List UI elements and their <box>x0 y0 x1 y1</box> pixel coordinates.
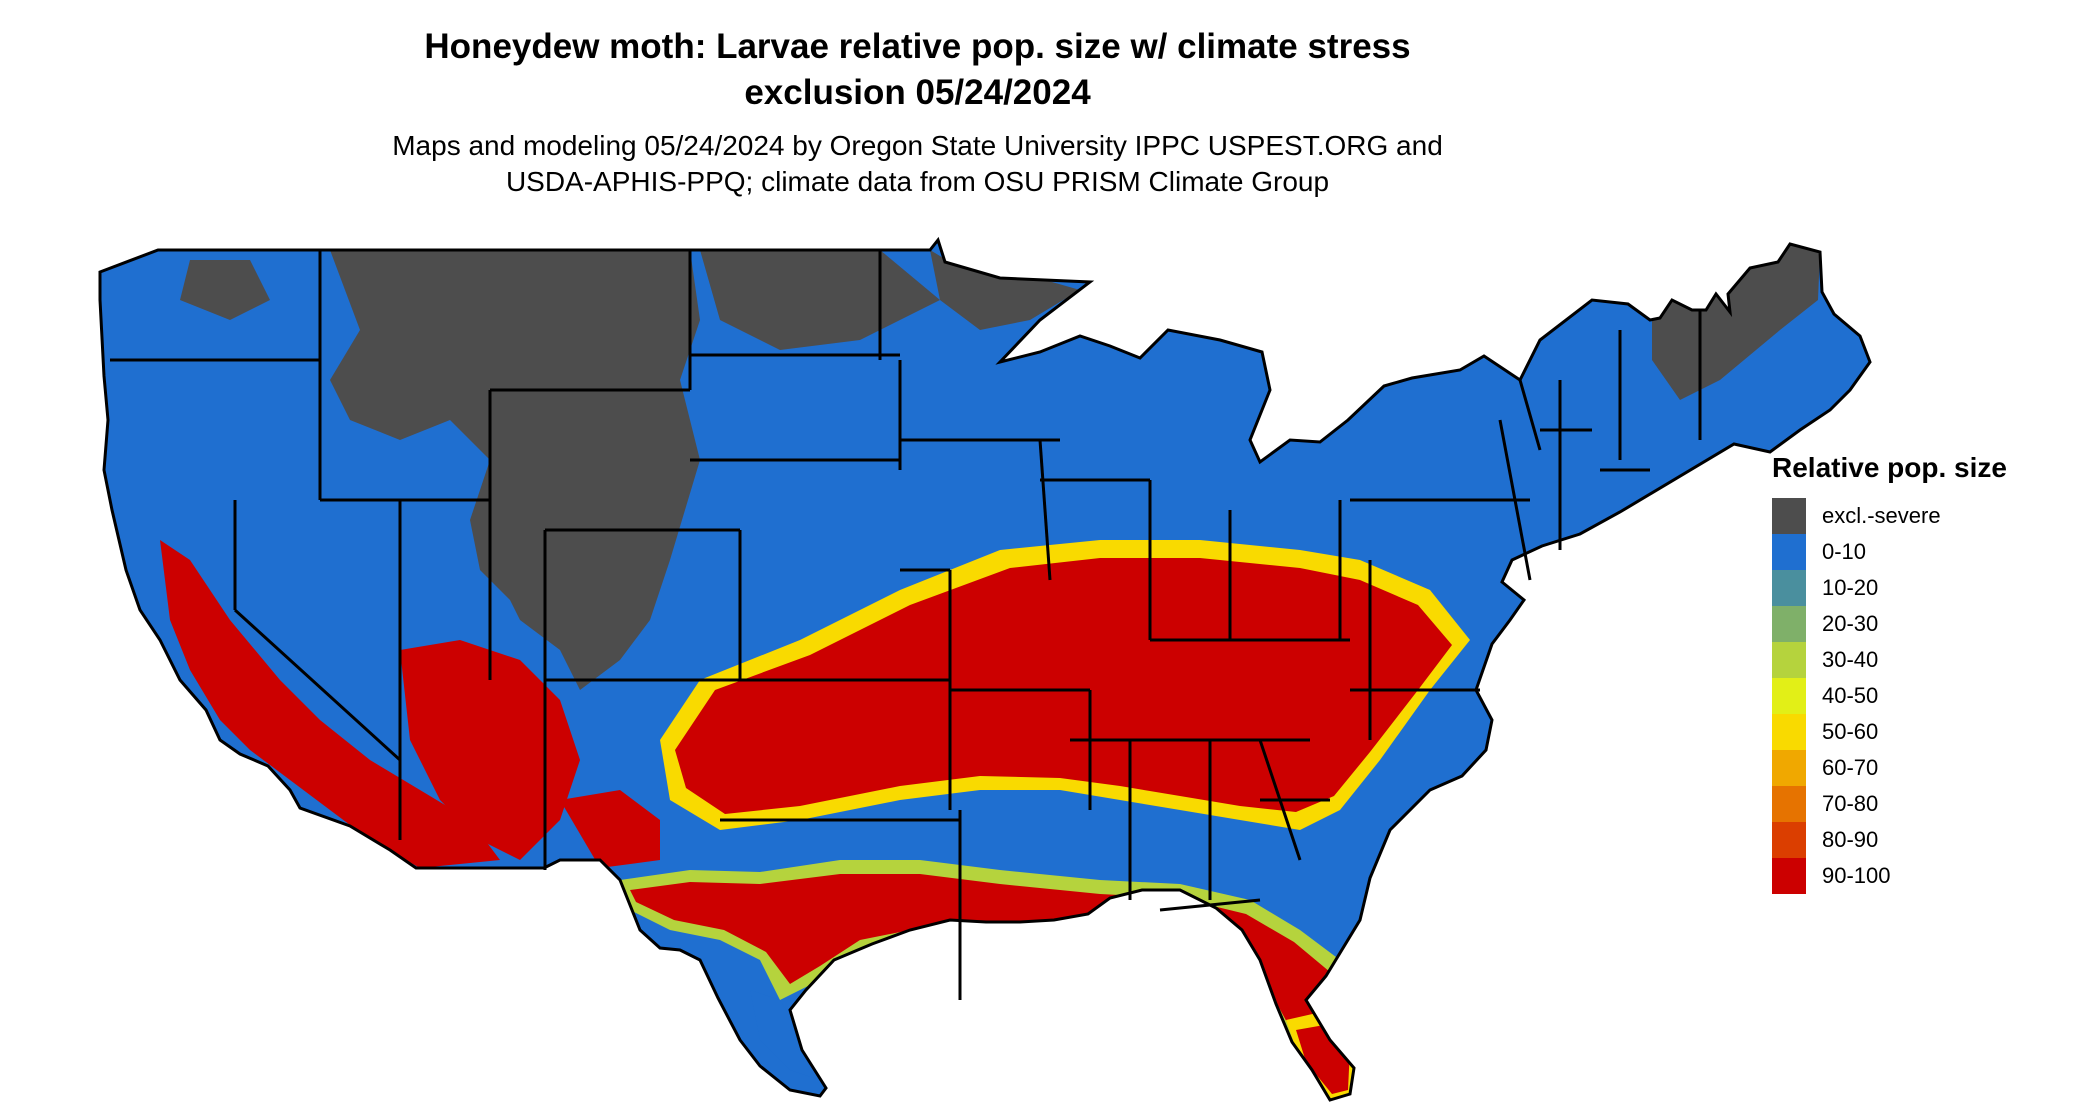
state-boundaries <box>98 238 1872 1102</box>
legend-item-90-100: 90-100 <box>1772 858 2072 894</box>
zone-red-band-gulf <box>620 860 1360 1100</box>
legend-swatch <box>1772 534 1806 570</box>
legend-item-excl-severe: excl.-severe <box>1772 498 2072 534</box>
legend-swatch <box>1772 498 1806 534</box>
legend-label: 80-90 <box>1822 827 1879 852</box>
legend-label: 50-60 <box>1822 719 1879 744</box>
legend-label: 0-10 <box>1822 539 1867 564</box>
legend-label: 20-30 <box>1822 611 1879 636</box>
legend-item-60-70: 60-70 <box>1772 750 2072 786</box>
zone-red-band-inland <box>660 540 1470 830</box>
legend-item-50-60: 50-60 <box>1772 714 2072 750</box>
legend: Relative pop. size excl.-severe 0-10 10-… <box>1772 450 2072 894</box>
legend-item-30-40: 30-40 <box>1772 642 2072 678</box>
legend-swatch <box>1772 570 1806 606</box>
legend-swatch <box>1772 714 1806 750</box>
map-subtitle-line-1: Maps and modeling 05/24/2024 by Oregon S… <box>392 130 1443 161</box>
legend-item-0-10: 0-10 <box>1772 534 2072 570</box>
legend-swatch <box>1772 822 1806 858</box>
legend-label: 30-40 <box>1822 647 1879 672</box>
legend-swatch <box>1772 678 1806 714</box>
legend-item-80-90: 80-90 <box>1772 822 2072 858</box>
legend-swatch <box>1772 786 1806 822</box>
legend-label: 40-50 <box>1822 683 1879 708</box>
legend-item-10-20: 10-20 <box>1772 570 2072 606</box>
legend-swatch <box>1772 858 1806 894</box>
legend-item-40-50: 40-50 <box>1772 678 2072 714</box>
map-title-line-2: exclusion 05/24/2024 <box>744 73 1091 112</box>
legend-swatch <box>1772 606 1806 642</box>
legend-item-20-30: 20-30 <box>1772 606 2072 642</box>
legend-label: 60-70 <box>1822 755 1879 780</box>
map-subtitle-line-2: USDA-APHIS-PPQ; climate data from OSU PR… <box>505 166 1330 197</box>
legend-label: 10-20 <box>1822 575 1879 600</box>
legend-swatch <box>1772 642 1806 678</box>
legend-label: excl.-severe <box>1822 503 1941 528</box>
legend-swatch <box>1772 750 1806 786</box>
zone-red-california <box>160 540 660 868</box>
map-title-line-1: Honeydew moth: Larvae relative pop. size… <box>424 27 1411 66</box>
legend-label: 90-100 <box>1822 863 1891 888</box>
legend-item-70-80: 70-80 <box>1772 786 2072 822</box>
legend-label: 70-80 <box>1822 791 1879 816</box>
legend-title: Relative pop. size <box>1772 452 2007 483</box>
